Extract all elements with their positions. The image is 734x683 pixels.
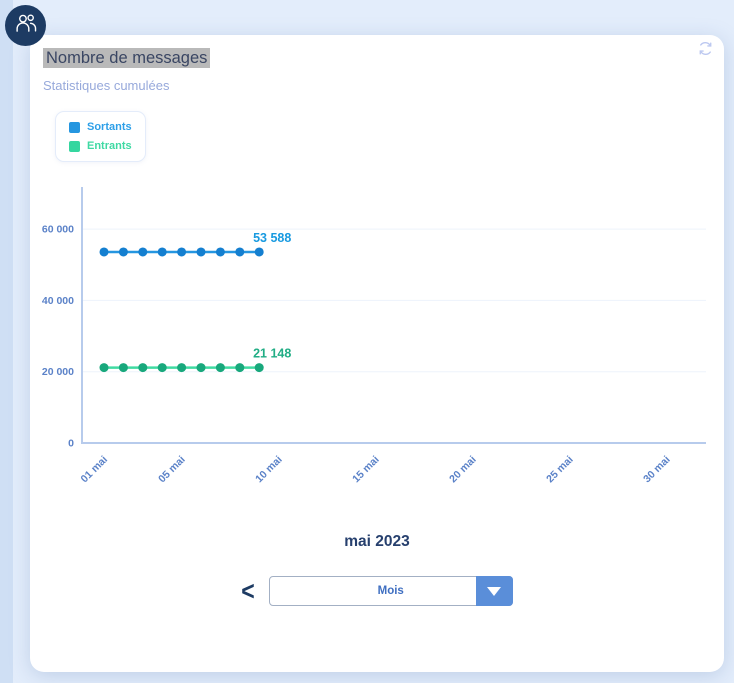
period-controls: < Mois	[30, 576, 724, 606]
sortants-swatch	[69, 121, 80, 133]
avatar-button[interactable]	[5, 5, 46, 46]
entrants-swatch	[69, 140, 80, 152]
svg-text:0: 0	[68, 438, 74, 450]
refresh-button[interactable]	[696, 39, 716, 59]
messages-chart-card: Nombre de messages Statistiques cumulées…	[30, 35, 724, 672]
svg-text:15 mai: 15 mai	[350, 454, 382, 486]
svg-text:40 000: 40 000	[42, 295, 74, 307]
caret-down-icon	[487, 586, 502, 596]
select-arrow-button[interactable]	[475, 576, 513, 606]
granularity-select[interactable]: Mois	[268, 576, 513, 606]
legend-label: Entrants	[87, 140, 132, 152]
chart-legend: Sortants Entrants	[55, 111, 146, 162]
period-label: mai 2023	[344, 533, 410, 550]
line-chart: 0 20 000 40 000 60 000 01 mai 05 mai 10 mai 15 …	[30, 175, 724, 540]
refresh-icon	[696, 42, 715, 62]
users-icon	[13, 10, 39, 41]
svg-text:20 000: 20 000	[42, 366, 74, 378]
svg-text:10 mai: 10 mai	[253, 454, 285, 486]
prev-period-button[interactable]: <	[241, 575, 255, 606]
left-edge-strip	[0, 0, 13, 683]
svg-text:25 mai: 25 mai	[544, 454, 576, 486]
legend-label: Sortants	[87, 121, 132, 133]
svg-text:60 000: 60 000	[42, 224, 74, 236]
legend-item-sortants[interactable]: Sortants	[69, 121, 132, 133]
granularity-value: Mois	[377, 585, 404, 597]
svg-text:53 588: 53 588	[253, 231, 291, 245]
svg-text:21 148: 21 148	[253, 347, 291, 361]
svg-text:30 mai: 30 mai	[641, 454, 673, 486]
line-chart-svg: 0 20 000 40 000 60 000 01 mai 05 mai 10 mai 15 …	[42, 187, 706, 486]
svg-text:01 mai: 01 mai	[79, 454, 111, 486]
svg-text:20 mai: 20 mai	[447, 454, 479, 486]
svg-text:05 mai: 05 mai	[156, 454, 188, 486]
legend-item-entrants[interactable]: Entrants	[69, 140, 132, 152]
chart-subtitle: Statistiques cumulées	[43, 78, 170, 93]
chart-title: Nombre de messages	[43, 48, 211, 68]
